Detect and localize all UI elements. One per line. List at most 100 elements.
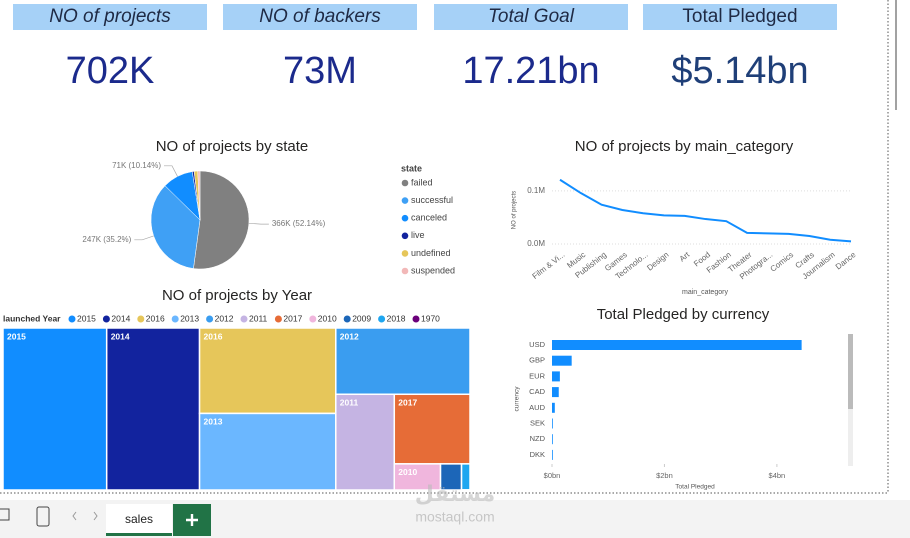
legend-label: 1970: [421, 313, 440, 323]
kpi-label: Total Goal: [488, 6, 575, 27]
y-tick-label: 0.0M: [527, 239, 545, 248]
y-tick-label: USD: [529, 340, 545, 349]
treemap-tile: [335, 393, 396, 491]
x-tick-label: $0bn: [544, 471, 561, 480]
kpi-label: Total Pledged: [682, 6, 797, 27]
bar: [552, 434, 553, 445]
x-tick-label: $2bn: [656, 471, 673, 480]
tab[interactable]: [106, 504, 172, 536]
x-axis-label: Total Pledged: [675, 484, 715, 491]
bar: [552, 340, 802, 350]
kpi-value: 702K: [66, 50, 155, 92]
legend-marker: [401, 250, 409, 257]
tab-label[interactable]: sales: [125, 512, 153, 526]
kpi-value: 17.21bn: [462, 50, 599, 92]
data-label: 247K (35.2%): [82, 235, 131, 244]
legend-marker: [412, 315, 420, 323]
legend-label: 2013: [180, 313, 199, 323]
line-series: [559, 178, 852, 243]
legend-marker: [401, 197, 409, 204]
legend-title: state: [401, 163, 422, 173]
treemap-tile: [2, 327, 108, 491]
tile-label: 2016: [204, 331, 223, 341]
legend-marker: [274, 315, 282, 323]
bar: [552, 418, 553, 429]
legend-marker: [240, 315, 248, 323]
chart-title: NO of projects by state: [156, 138, 309, 155]
legend-marker: [401, 214, 409, 222]
bar: [552, 387, 559, 398]
pie-slice: [150, 185, 201, 269]
legend-title: launched Year: [3, 313, 61, 323]
tile-label: 2011: [340, 398, 359, 408]
legend-marker: [401, 232, 409, 240]
y-tick-label: SEK: [530, 418, 545, 427]
tile-label: 2015: [7, 331, 26, 341]
legend-label: canceled: [411, 213, 447, 223]
kpi-header: [643, 4, 837, 30]
legend-marker: [378, 315, 386, 323]
bar: [552, 449, 553, 460]
kpi-header: [434, 4, 628, 30]
treemap-tile: [335, 327, 471, 396]
y-axis-label: currency: [514, 386, 521, 412]
tile-label: 2014: [111, 331, 130, 341]
desktop-icon[interactable]: [0, 508, 10, 521]
tab-underline: [106, 533, 172, 536]
legend-marker: [137, 315, 145, 323]
tab-bar: sales مستقل mostaql.com: [0, 481, 910, 538]
legend-label: 2015: [77, 313, 96, 323]
legend-label: 2009: [352, 313, 371, 323]
chart-title: NO of projects by Year: [162, 287, 312, 304]
treemap-tile: [198, 327, 337, 415]
y-tick-label: 0.1M: [527, 186, 545, 195]
bar: [552, 371, 560, 382]
legend-label: successful: [411, 195, 453, 205]
legend-marker: [401, 179, 409, 187]
legend-label: 2014: [111, 313, 130, 323]
bar: [552, 402, 555, 413]
pie-slice: [197, 170, 201, 221]
tile-label: 2013: [204, 417, 223, 427]
treemap-tile: [105, 327, 201, 491]
legend-label: 2016: [146, 313, 165, 323]
y-tick-label: CAD: [529, 387, 545, 396]
legend-marker: [206, 315, 214, 323]
bar: [552, 355, 572, 366]
legend-label: suspended: [411, 265, 455, 275]
legend-marker: [401, 267, 409, 275]
tile-label: 2012: [340, 331, 359, 341]
legend-label: 2011: [249, 313, 268, 323]
leader-line: [164, 165, 178, 177]
legend-label: live: [411, 230, 425, 240]
legend-marker: [343, 315, 351, 323]
scrollbar-thumb[interactable]: [848, 334, 853, 409]
kpi-header: [223, 4, 417, 30]
y-tick-label: GBP: [529, 356, 545, 365]
tile-label: 2017: [398, 398, 417, 408]
treemap-tile: [198, 412, 337, 491]
prev-arrow[interactable]: [72, 511, 77, 521]
x-axis-label: main_category: [682, 289, 728, 296]
legend-marker: [102, 315, 110, 323]
mobile-icon[interactable]: [36, 506, 50, 527]
leader-line: [134, 235, 154, 241]
x-tick-label: $4bn: [769, 471, 786, 480]
plus-icon[interactable]: [186, 514, 198, 526]
legend-marker: [171, 315, 179, 323]
legend-label: 2018: [387, 313, 406, 323]
watermark: mostaql.com: [415, 509, 494, 525]
data-label: 71K (10.14%): [112, 161, 161, 170]
kpi-value: 73M: [283, 50, 357, 92]
kpi-header: [13, 4, 207, 30]
y-tick-label: EUR: [529, 371, 545, 380]
watermark: مستقل: [415, 481, 495, 506]
kpi-value: $5.14bn: [671, 50, 808, 92]
next-arrow[interactable]: [93, 511, 98, 521]
y-tick-label: NZD: [530, 434, 546, 443]
pie-slice: [193, 170, 250, 270]
data-label: 366K (52.14%): [272, 219, 326, 228]
tile-label: 2010: [398, 467, 417, 477]
legend-label: failed: [411, 177, 433, 187]
